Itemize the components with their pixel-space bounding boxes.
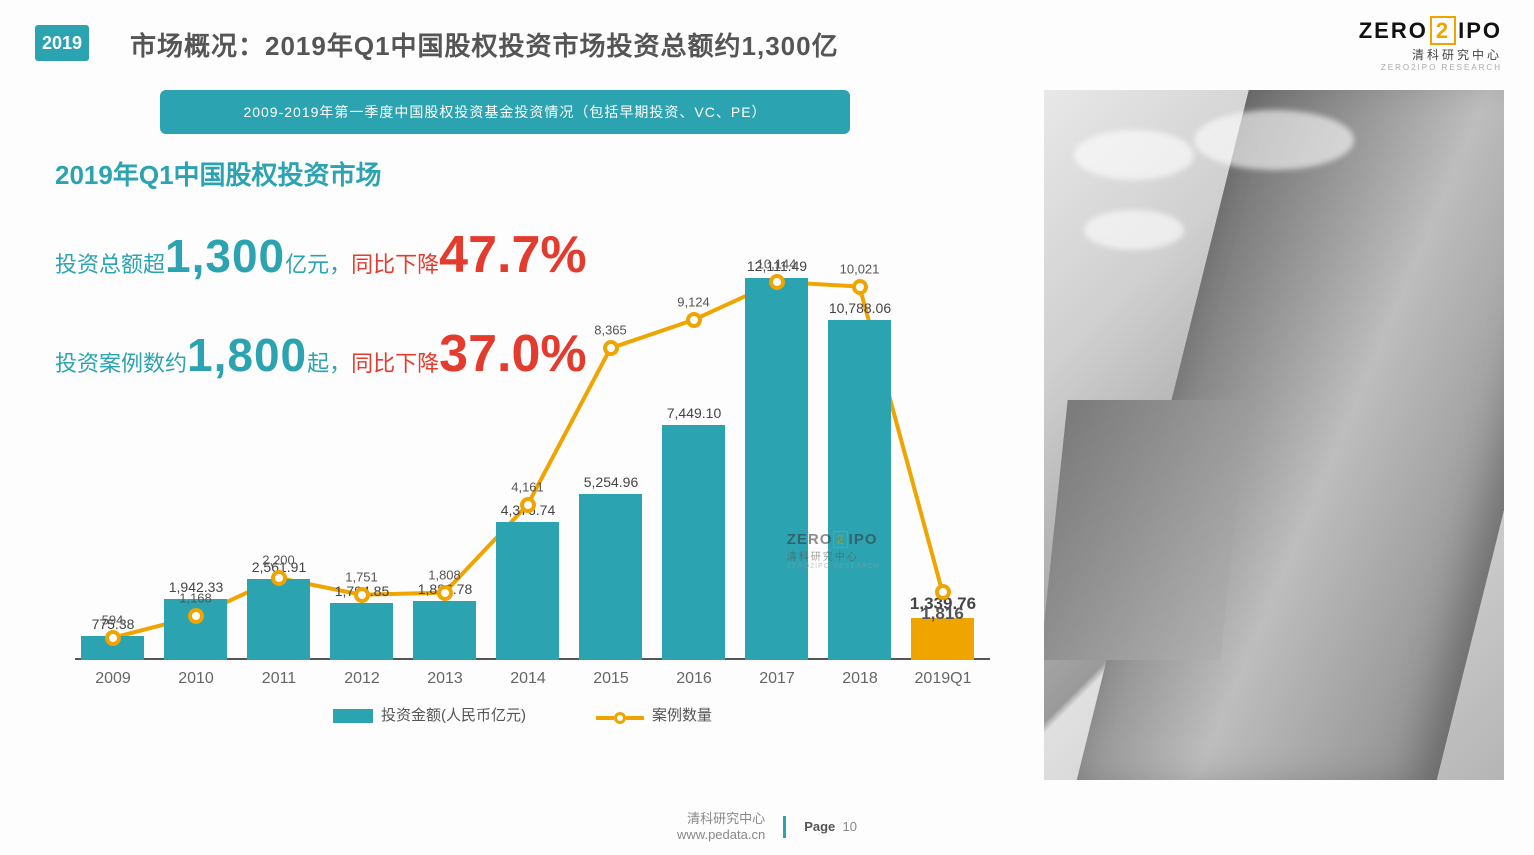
line-value-label: 594 [102, 612, 124, 627]
line-value-label: 1,751 [345, 569, 378, 584]
line-value-label: 9,124 [677, 294, 710, 309]
legend-bar-swatch [333, 709, 373, 723]
line-marker [188, 608, 204, 624]
line-marker [437, 585, 453, 601]
slide: 2019 市场概况：2019年Q1中国股权投资市场投资总额约1,300亿 ZER… [0, 0, 1534, 855]
footer-page-word: Page [804, 819, 835, 834]
wm-right: IPO [849, 531, 878, 548]
wm-sub: 清科研究中心 [787, 548, 880, 563]
line-marker [852, 279, 868, 295]
bar [662, 425, 725, 660]
line-value-label: 1,816 [921, 604, 964, 624]
headline-line1: 2019年Q1中国股权投资市场 [55, 155, 975, 192]
bar-value-label: 10,788.06 [780, 300, 940, 316]
chart-caption: 2009-2019年第一季度中国股权投资基金投资情况（包括早期投资、VC、PE） [160, 90, 850, 134]
year-badge: 2019 [35, 25, 89, 61]
brand-logo: ZERO2IPO 清科研究中心 ZERO2IPO RESEARCH [1359, 18, 1502, 72]
footer: 清科研究中心 www.pedata.cn Page 10 [0, 811, 1534, 844]
legend-line: 案例数量 [596, 704, 712, 725]
side-photo [1044, 90, 1504, 780]
line-value-label: 10,021 [840, 261, 880, 276]
legend: 投资金额(人民币亿元) 案例数量 [55, 698, 990, 730]
line-marker [520, 497, 536, 513]
line-value-label: 1,808 [428, 567, 461, 582]
footer-org-url: www.pedata.cn [677, 827, 765, 843]
wm-mid: 2 [833, 531, 847, 548]
line-value-label: 4,161 [511, 479, 544, 494]
legend-line-swatch [596, 712, 644, 724]
line-value-label: 1,168 [179, 591, 212, 606]
legend-line-label: 案例数量 [652, 707, 712, 724]
line-marker [769, 274, 785, 290]
line-marker [271, 570, 287, 586]
x-axis-label: 2019Q1 [883, 670, 1003, 688]
bar [745, 278, 808, 660]
logo-mid: 2 [1430, 16, 1456, 45]
bar [330, 603, 393, 660]
footer-org: 清科研究中心 www.pedata.cn [677, 811, 765, 844]
wm-left: ZERO [787, 531, 833, 548]
line-marker [935, 584, 951, 600]
line-marker [105, 630, 121, 646]
line-value-label: 8,365 [594, 323, 627, 338]
footer-page: Page 10 [804, 819, 857, 834]
line-value-label: 2,200 [262, 553, 295, 568]
bar [496, 522, 559, 660]
legend-bar-label: 投资金额(人民币亿元) [381, 707, 526, 724]
footer-page-num: 10 [843, 819, 857, 834]
bar [413, 601, 476, 661]
bar [579, 494, 642, 660]
line-marker [354, 587, 370, 603]
logo-right: IPO [1458, 18, 1502, 43]
chart-plot: 775.3820091,942.3320102,561.9120111,794.… [75, 250, 990, 660]
footer-sep [783, 816, 786, 838]
wm-sub2: ZERO2IPO RESEARCH [787, 563, 880, 570]
logo-sub: 清科研究中心 [1359, 46, 1502, 63]
page-title: 市场概况：2019年Q1中国股权投资市场投资总额约1,300亿 [130, 26, 839, 63]
line-marker [686, 312, 702, 328]
line-marker [603, 340, 619, 356]
legend-bar: 投资金额(人民币亿元) [333, 704, 526, 725]
logo-left: ZERO [1359, 18, 1428, 43]
line-value-label: 10,144 [757, 256, 797, 271]
watermark: ZERO2IPO 清科研究中心 ZERO2IPO RESEARCH [787, 531, 880, 570]
chart: 775.3820091,942.3320102,561.9120111,794.… [55, 250, 990, 730]
logo-sub2: ZERO2IPO RESEARCH [1359, 63, 1502, 72]
footer-org-cn: 清科研究中心 [677, 811, 765, 827]
